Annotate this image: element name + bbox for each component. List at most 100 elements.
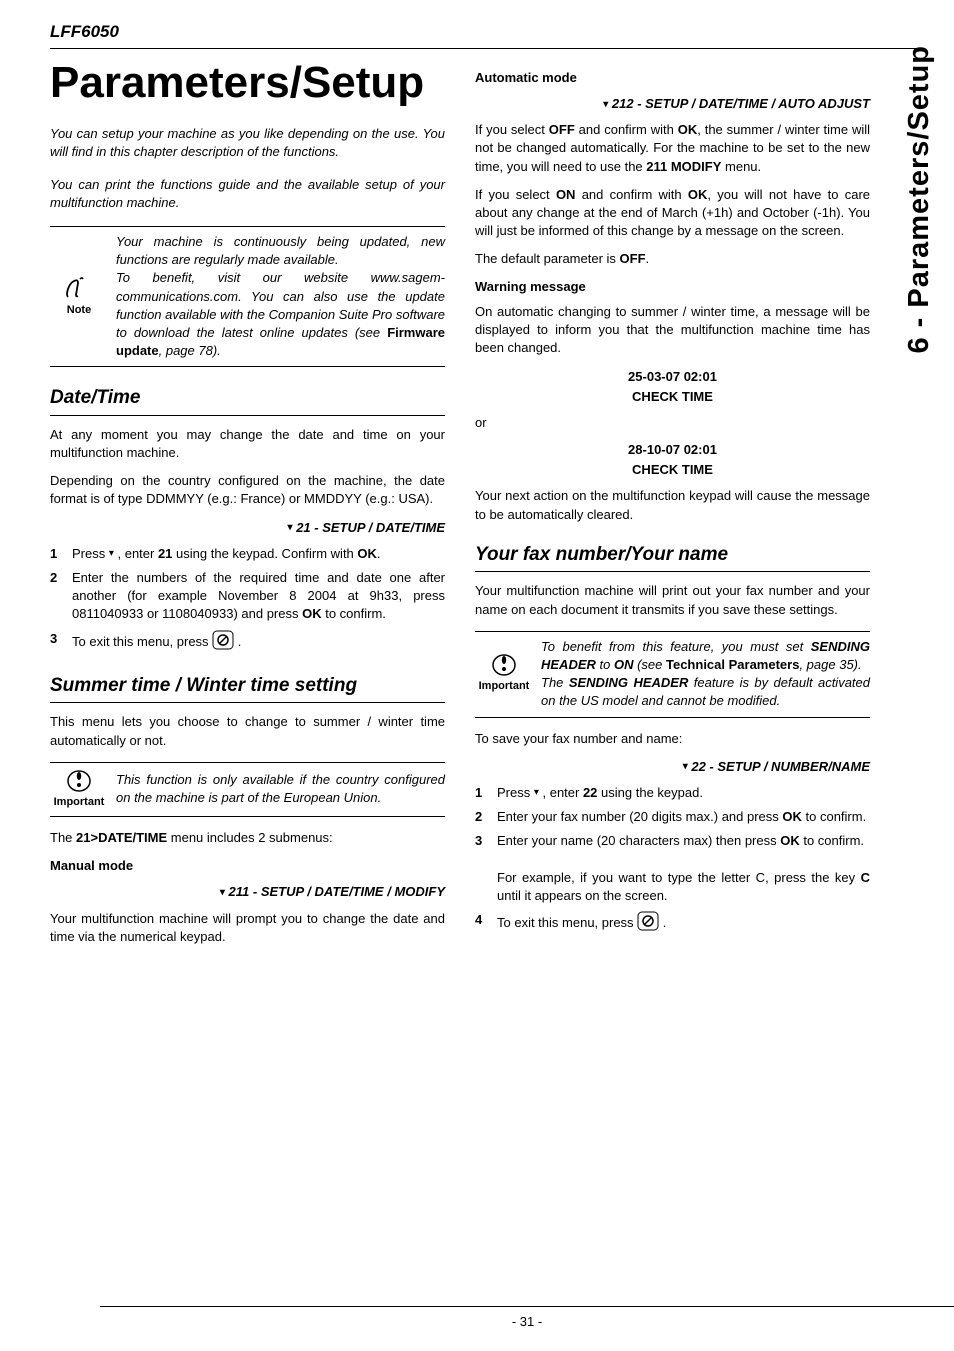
step-text: Enter the numbers of the required time a… <box>72 570 445 621</box>
text: OFF <box>549 122 575 137</box>
important-label: Important <box>479 680 530 692</box>
auto-mode-head: Automatic mode <box>475 69 870 87</box>
text: OK <box>780 833 800 848</box>
datetime-step-3: To exit this menu, press . <box>50 630 445 655</box>
text: To benefit from this feature, you must s… <box>541 639 811 654</box>
fax-step-3: Enter your name (20 characters max) then… <box>475 832 870 905</box>
note-text-a: Your machine is continuously being updat… <box>116 234 445 267</box>
warning-p2: Your next action on the multifunction ke… <box>475 487 870 523</box>
menu-path-212-text: 212 - SETUP / DATE/TIME / AUTO ADJUST <box>612 96 870 111</box>
text: and confirm with <box>575 122 678 137</box>
header-rule <box>50 48 924 49</box>
auto-p1: If you select OFF and confirm with OK, t… <box>475 121 870 176</box>
text: OK <box>678 122 698 137</box>
intro-1: You can setup your machine as you like d… <box>50 125 445 161</box>
step-text: 21 <box>158 546 172 561</box>
menu-path-21-text: 21 - SETUP / DATE/TIME <box>296 520 445 535</box>
step-text: OK <box>357 546 377 561</box>
important-icon: Important <box>50 769 108 810</box>
text: ON <box>556 187 576 202</box>
note-text: Your machine is continuously being updat… <box>116 233 445 360</box>
text: To exit this menu, press <box>497 915 637 930</box>
left-column: Parameters/Setup You can setup your mach… <box>50 59 445 956</box>
right-column: Automatic mode ▾ 212 - SETUP / DATE/TIME… <box>475 59 870 956</box>
note-icon: Note <box>50 275 108 318</box>
auto-p2: If you select ON and confirm with OK, yo… <box>475 186 870 241</box>
display-line: CHECK TIME <box>632 462 713 477</box>
content-columns: Parameters/Setup You can setup your mach… <box>50 59 924 956</box>
manual-mode-head: Manual mode <box>50 857 445 875</box>
datetime-p2: Depending on the country configured on t… <box>50 472 445 508</box>
fax-p2: To save your fax number and name: <box>475 730 870 748</box>
datetime-steps: Press ▾ , enter 21 using the keypad. Con… <box>50 545 445 655</box>
model-header: LFF6050 <box>50 20 924 44</box>
text: SENDING HEADER <box>569 675 689 690</box>
text: ON <box>614 657 634 672</box>
intro-2: You can print the functions guide and th… <box>50 176 445 212</box>
step-text: . <box>377 546 381 561</box>
or-text: or <box>475 414 870 432</box>
text: and confirm with <box>575 187 687 202</box>
side-tab: 6 - Parameters/Setup <box>899 45 940 354</box>
text: 21>DATE/TIME <box>76 830 167 845</box>
text: If you select <box>475 122 549 137</box>
warning-head: Warning message <box>475 278 870 296</box>
heading-summer: Summer time / Winter time setting <box>50 673 445 704</box>
text: The default parameter is <box>475 251 620 266</box>
important-box-2: Important To benefit from this feature, … <box>475 631 870 718</box>
note-text-d: , page 78). <box>159 343 221 358</box>
page-title: Parameters/Setup <box>50 59 445 107</box>
step-text: , enter <box>114 546 158 561</box>
menu-path-22-text: 22 - SETUP / NUMBER/NAME <box>691 759 870 774</box>
manual-mode-p: Your multifunction machine will prompt y… <box>50 910 445 946</box>
summer-p1: This menu lets you choose to change to s… <box>50 713 445 749</box>
menu-path-211: ▾ 211 - SETUP / DATE/TIME / MODIFY <box>50 883 445 901</box>
display-line: 28-10-07 02:01 <box>628 442 717 457</box>
text: . <box>646 251 650 266</box>
text: OK <box>688 187 708 202</box>
text: (see <box>633 657 666 672</box>
important-text-1: This function is only available if the c… <box>116 771 445 807</box>
warning-p1: On automatic changing to summer / winter… <box>475 303 870 358</box>
stop-icon <box>212 630 234 655</box>
display-msg-2: 28-10-07 02:01 CHECK TIME <box>475 440 870 479</box>
heading-fax: Your fax number/Your name <box>475 542 870 573</box>
note-label: Note <box>67 304 91 316</box>
fax-step-1: Press ▾ , enter 22 using the keypad. <box>475 784 870 802</box>
menu-path-22: ▾ 22 - SETUP / NUMBER/NAME <box>475 758 870 776</box>
datetime-step-1: Press ▾ , enter 21 using the keypad. Con… <box>50 545 445 563</box>
text: 22 <box>583 785 597 800</box>
fax-step-4: To exit this menu, press . <box>475 911 870 936</box>
fax-steps: Press ▾ , enter 22 using the keypad. Ent… <box>475 784 870 936</box>
text: For example, if you want to type the let… <box>497 870 861 885</box>
important-icon: Important <box>475 653 533 694</box>
fax-p1: Your multifunction machine will print ou… <box>475 582 870 618</box>
text: , page 35). <box>799 657 861 672</box>
important-label: Important <box>54 796 105 808</box>
text: to confirm. <box>802 809 866 824</box>
note-box: Note Your machine is continuously being … <box>50 226 445 367</box>
important-text-2: To benefit from this feature, you must s… <box>541 638 870 711</box>
text: using the keypad. <box>597 785 703 800</box>
summer-p2: The 21>DATE/TIME menu includes 2 submenu… <box>50 829 445 847</box>
heading-datetime: Date/Time <box>50 385 445 416</box>
text: The <box>50 830 76 845</box>
text: If you select <box>475 187 556 202</box>
step-text: to confirm. <box>322 606 386 621</box>
step-text: To exit this menu, press <box>72 634 212 649</box>
text: 211 MODIFY <box>646 159 721 174</box>
important-box-1: Important This function is only availabl… <box>50 762 445 817</box>
text: Technical Parameters <box>666 657 799 672</box>
text: Enter your fax number (20 digits max.) a… <box>497 809 782 824</box>
stop-icon <box>637 911 659 936</box>
datetime-p1: At any moment you may change the date an… <box>50 426 445 462</box>
menu-path-211-text: 211 - SETUP / DATE/TIME / MODIFY <box>229 884 445 899</box>
fax-step-2: Enter your fax number (20 digits max.) a… <box>475 808 870 826</box>
text: OK <box>782 809 802 824</box>
text: until it appears on the screen. <box>497 888 668 903</box>
text: Press <box>497 785 534 800</box>
text: , enter <box>539 785 583 800</box>
menu-path-212: ▾ 212 - SETUP / DATE/TIME / AUTO ADJUST <box>475 95 870 113</box>
auto-p3: The default parameter is OFF. <box>475 250 870 268</box>
text: menu includes 2 submenus: <box>167 830 332 845</box>
